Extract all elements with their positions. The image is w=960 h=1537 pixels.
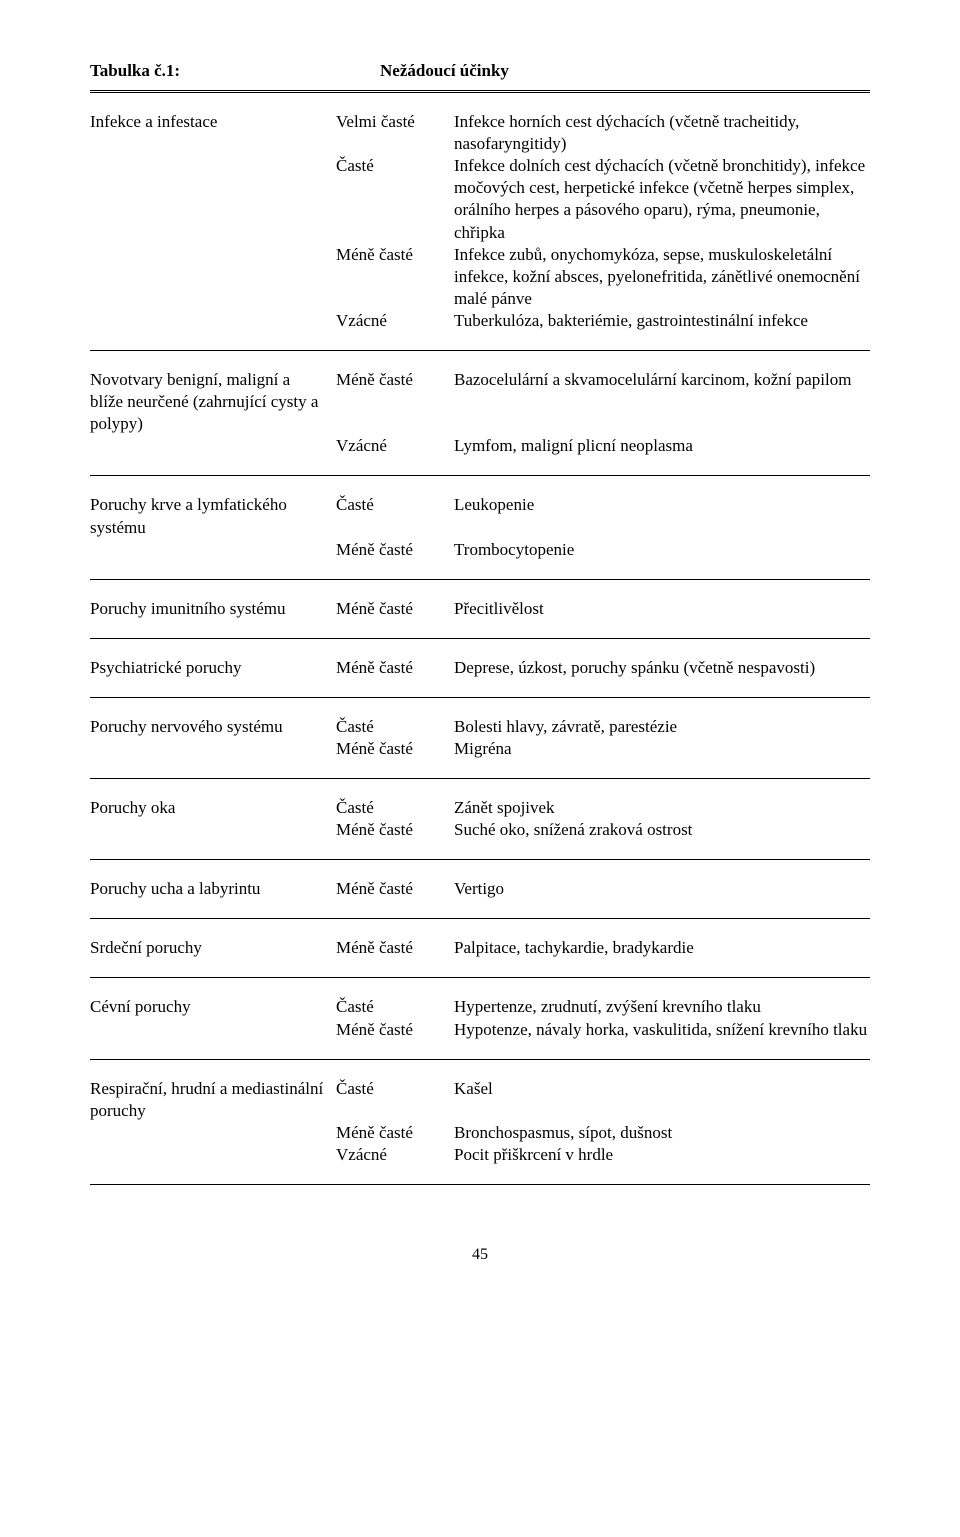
- frequency-cell: Vzácné: [336, 435, 454, 457]
- description-cell: Infekce zubů, onychomykóza, sepse, musku…: [454, 244, 870, 310]
- description-cell: Palpitace, tachykardie, bradykardie: [454, 937, 870, 959]
- description-cell: Hypotenze, návaly horka, vaskulitida, sn…: [454, 1019, 870, 1041]
- description-cell: Pocit přiškrcení v hrdle: [454, 1144, 870, 1166]
- category-cell: Poruchy oka: [90, 797, 336, 819]
- description-cell: Lymfom, maligní plicní neoplasma: [454, 435, 870, 457]
- category-cell: Cévní poruchy: [90, 996, 336, 1018]
- description-cell: Trombocytopenie: [454, 539, 870, 561]
- category-cell: Poruchy krve a lymfatického systému: [90, 494, 336, 538]
- table-row: Cévní poruchyČastéHypertenze, zrudnutí, …: [90, 996, 870, 1018]
- frequency-cell: Méně časté: [336, 657, 454, 679]
- table-row: Poruchy imunitního systémuMéně častéPřec…: [90, 598, 870, 620]
- frequency-cell: Méně časté: [336, 598, 454, 620]
- description-cell: Infekce horních cest dýchacích (včetně t…: [454, 111, 870, 155]
- page-number: 45: [90, 1245, 870, 1266]
- frequency-cell: Velmi časté: [336, 111, 454, 133]
- description-cell: Přecitlivělost: [454, 598, 870, 620]
- description-cell: Bronchospasmus, sípot, dušnost: [454, 1122, 870, 1144]
- table-row: Poruchy krve a lymfatického systémuČasté…: [90, 494, 870, 538]
- description-cell: Deprese, úzkost, poruchy spánku (včetně …: [454, 657, 870, 679]
- category-cell: Novotvary benigní, maligní a blíže neurč…: [90, 369, 336, 435]
- table-header: Tabulka č.1: Nežádoucí účinky: [90, 60, 870, 82]
- frequency-cell: Časté: [336, 494, 454, 516]
- description-cell: Migréna: [454, 738, 870, 760]
- category-cell: Infekce a infestace: [90, 111, 336, 133]
- frequency-cell: Méně časté: [336, 738, 454, 760]
- category-cell: Respirační, hrudní a mediastinální poruc…: [90, 1078, 336, 1122]
- description-cell: Tuberkulóza, bakteriémie, gastrointestin…: [454, 310, 870, 332]
- category-cell: Psychiatrické poruchy: [90, 657, 336, 679]
- table-section: Cévní poruchyČastéHypertenze, zrudnutí, …: [90, 977, 870, 1058]
- table-row: Méně častéInfekce zubů, onychomykóza, se…: [90, 244, 870, 310]
- table-row: ČastéInfekce dolních cest dýchacích (vče…: [90, 155, 870, 243]
- table-section: Poruchy nervového systémuČastéBolesti hl…: [90, 697, 870, 778]
- table-section: Poruchy imunitního systémuMéně častéPřec…: [90, 579, 870, 638]
- description-cell: Bazocelulární a skvamocelulární karcinom…: [454, 369, 870, 391]
- table-row: Infekce a infestaceVelmi častéInfekce ho…: [90, 111, 870, 155]
- table-end-rule: [90, 1184, 870, 1185]
- category-cell: Poruchy ucha a labyrintu: [90, 878, 336, 900]
- frequency-cell: Méně časté: [336, 878, 454, 900]
- frequency-cell: Časté: [336, 996, 454, 1018]
- table-section: Psychiatrické poruchyMéně častéDeprese, …: [90, 638, 870, 697]
- table-row: Méně častéSuché oko, snížená zraková ost…: [90, 819, 870, 841]
- frequency-cell: Méně časté: [336, 819, 454, 841]
- table-section: Novotvary benigní, maligní a blíže neurč…: [90, 350, 870, 475]
- description-cell: Suché oko, snížená zraková ostrost: [454, 819, 870, 841]
- description-cell: Hypertenze, zrudnutí, zvýšení krevního t…: [454, 996, 870, 1018]
- frequency-cell: Méně časté: [336, 244, 454, 266]
- description-cell: Kašel: [454, 1078, 870, 1100]
- table-row: Méně častéMigréna: [90, 738, 870, 760]
- table-body: Infekce a infestaceVelmi častéInfekce ho…: [90, 90, 870, 1185]
- frequency-cell: Méně časté: [336, 1019, 454, 1041]
- frequency-cell: Časté: [336, 155, 454, 177]
- description-cell: Leukopenie: [454, 494, 870, 516]
- frequency-cell: Časté: [336, 1078, 454, 1100]
- header-right: Nežádoucí účinky: [380, 60, 870, 82]
- table-row: VzácnéPocit přiškrcení v hrdle: [90, 1144, 870, 1166]
- table-section: Respirační, hrudní a mediastinální poruc…: [90, 1059, 870, 1184]
- description-cell: Bolesti hlavy, závratě, parestézie: [454, 716, 870, 738]
- header-left: Tabulka č.1:: [90, 60, 380, 82]
- table-row: Poruchy nervového systémuČastéBolesti hl…: [90, 716, 870, 738]
- frequency-cell: Časté: [336, 797, 454, 819]
- table-row: Poruchy okaČastéZánět spojivek: [90, 797, 870, 819]
- table-row: Respirační, hrudní a mediastinální poruc…: [90, 1078, 870, 1122]
- frequency-cell: Méně časté: [336, 369, 454, 391]
- table-row: VzácnéLymfom, maligní plicní neoplasma: [90, 435, 870, 457]
- category-cell: Poruchy imunitního systému: [90, 598, 336, 620]
- category-cell: Srdeční poruchy: [90, 937, 336, 959]
- table-section: Poruchy krve a lymfatického systémuČasté…: [90, 475, 870, 578]
- table-row: Méně častéHypotenze, návaly horka, vasku…: [90, 1019, 870, 1041]
- table-row: Méně častéTrombocytopenie: [90, 539, 870, 561]
- table-section: Infekce a infestaceVelmi častéInfekce ho…: [90, 90, 870, 350]
- frequency-cell: Méně časté: [336, 1122, 454, 1144]
- table-row: Psychiatrické poruchyMéně častéDeprese, …: [90, 657, 870, 679]
- description-cell: Infekce dolních cest dýchacích (včetně b…: [454, 155, 870, 243]
- table-row: Novotvary benigní, maligní a blíže neurč…: [90, 369, 870, 435]
- table-section: Poruchy okaČastéZánět spojivekMéně časté…: [90, 778, 870, 859]
- description-cell: Zánět spojivek: [454, 797, 870, 819]
- table-row: Poruchy ucha a labyrintuMéně častéVertig…: [90, 878, 870, 900]
- table-row: Srdeční poruchyMéně častéPalpitace, tach…: [90, 937, 870, 959]
- table-section: Srdeční poruchyMéně častéPalpitace, tach…: [90, 918, 870, 977]
- table-row: Méně častéBronchospasmus, sípot, dušnost: [90, 1122, 870, 1144]
- table-row: VzácnéTuberkulóza, bakteriémie, gastroin…: [90, 310, 870, 332]
- frequency-cell: Časté: [336, 716, 454, 738]
- frequency-cell: Vzácné: [336, 310, 454, 332]
- frequency-cell: Méně časté: [336, 937, 454, 959]
- frequency-cell: Méně časté: [336, 539, 454, 561]
- description-cell: Vertigo: [454, 878, 870, 900]
- category-cell: Poruchy nervového systému: [90, 716, 336, 738]
- frequency-cell: Vzácné: [336, 1144, 454, 1166]
- table-section: Poruchy ucha a labyrintuMéně častéVertig…: [90, 859, 870, 918]
